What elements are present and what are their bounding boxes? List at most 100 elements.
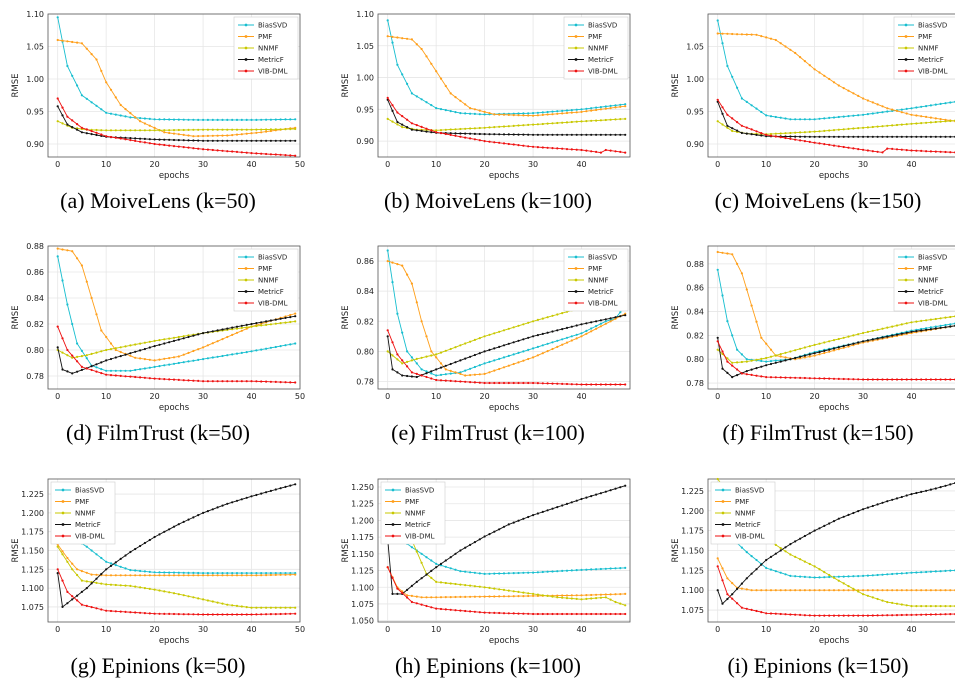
data-point — [129, 344, 132, 347]
plot-frame — [707, 245, 955, 390]
data-point — [56, 568, 59, 571]
data-point — [779, 136, 782, 139]
data-point — [614, 383, 617, 386]
data-point — [546, 110, 549, 114]
data-point — [595, 150, 598, 153]
data-point — [168, 118, 171, 121]
data-point — [891, 589, 894, 592]
data-point — [551, 507, 554, 510]
data-point — [163, 530, 166, 533]
data-point — [488, 381, 491, 385]
x-axis-label: epochs — [819, 403, 850, 413]
series-line-nnmf — [57, 120, 296, 131]
y-tick-label: 1.125 — [21, 565, 44, 574]
data-point — [235, 604, 239, 607]
data-point — [449, 362, 452, 366]
data-point — [454, 552, 457, 555]
data-point — [536, 612, 539, 616]
data-point — [502, 366, 506, 369]
data-point — [760, 589, 763, 592]
data-point — [507, 133, 510, 136]
data-point — [595, 133, 598, 136]
data-point — [483, 126, 486, 129]
data-point — [216, 574, 219, 577]
data-point — [595, 320, 598, 323]
y-tick-label: 0.88 — [26, 242, 44, 251]
data-point — [847, 127, 850, 130]
data-point — [929, 135, 932, 138]
data-point — [134, 116, 137, 119]
data-point — [546, 146, 549, 149]
legend-label: PMF — [918, 265, 932, 273]
data-point — [794, 349, 797, 352]
data-point — [949, 135, 952, 138]
data-point — [803, 354, 806, 357]
data-point — [813, 130, 816, 133]
data-point — [168, 357, 171, 360]
data-point — [401, 123, 404, 126]
data-point — [949, 315, 952, 319]
data-point — [444, 379, 447, 382]
data-point — [512, 143, 515, 146]
legend-label: NNMF — [405, 510, 426, 518]
data-point — [493, 332, 496, 335]
series-line-nnmf — [717, 120, 955, 135]
data-point — [124, 353, 127, 356]
chart-panel: 0.900.951.001.0501020304050epochsRMSEBia… — [668, 8, 955, 183]
data-point — [109, 112, 113, 115]
data-point — [726, 360, 729, 363]
data-point — [862, 331, 865, 335]
data-point — [862, 378, 865, 381]
data-point — [866, 589, 869, 592]
data-point — [85, 354, 88, 357]
data-point — [837, 589, 840, 592]
legend-label: PMF — [405, 498, 419, 506]
data-point — [624, 592, 627, 595]
data-point — [401, 359, 404, 362]
data-point — [769, 360, 773, 363]
data-point — [187, 146, 190, 149]
data-point — [818, 351, 821, 354]
data-point — [56, 38, 59, 42]
data-point — [119, 574, 122, 577]
plot-frame — [47, 13, 301, 158]
data-point — [66, 602, 69, 605]
data-point — [556, 612, 559, 616]
data-point — [784, 117, 787, 120]
data-point — [459, 380, 462, 383]
data-point — [294, 154, 297, 157]
data-point — [575, 333, 578, 336]
series-line-pmf — [57, 544, 296, 576]
data-point — [148, 346, 151, 349]
data-point — [231, 604, 234, 607]
data-point — [206, 331, 209, 334]
data-point — [599, 106, 602, 109]
data-point — [488, 611, 491, 614]
data-point — [886, 124, 889, 127]
data-point — [444, 373, 447, 376]
data-point — [891, 325, 894, 328]
data-point — [541, 133, 544, 136]
data-point — [172, 612, 176, 616]
data-point — [570, 109, 573, 112]
data-point — [736, 262, 739, 265]
data-point — [886, 147, 889, 150]
data-point — [255, 574, 258, 577]
data-point — [736, 587, 739, 590]
data-point — [216, 149, 219, 152]
data-point — [910, 571, 913, 574]
data-point — [561, 504, 564, 507]
data-point — [551, 570, 554, 573]
chart-svg: 0.900.951.001.051.100 10 20 30 40epochsRMSEB… — [341, 10, 631, 181]
data-point — [590, 597, 593, 600]
data-point — [881, 105, 884, 108]
data-point — [449, 379, 452, 382]
data-point — [464, 357, 467, 360]
data-point — [886, 335, 889, 338]
data-point — [585, 133, 588, 136]
data-point — [556, 570, 559, 573]
data-point — [910, 589, 913, 592]
legend-marker — [721, 488, 725, 492]
data-point — [464, 609, 467, 613]
data-point — [493, 113, 496, 116]
